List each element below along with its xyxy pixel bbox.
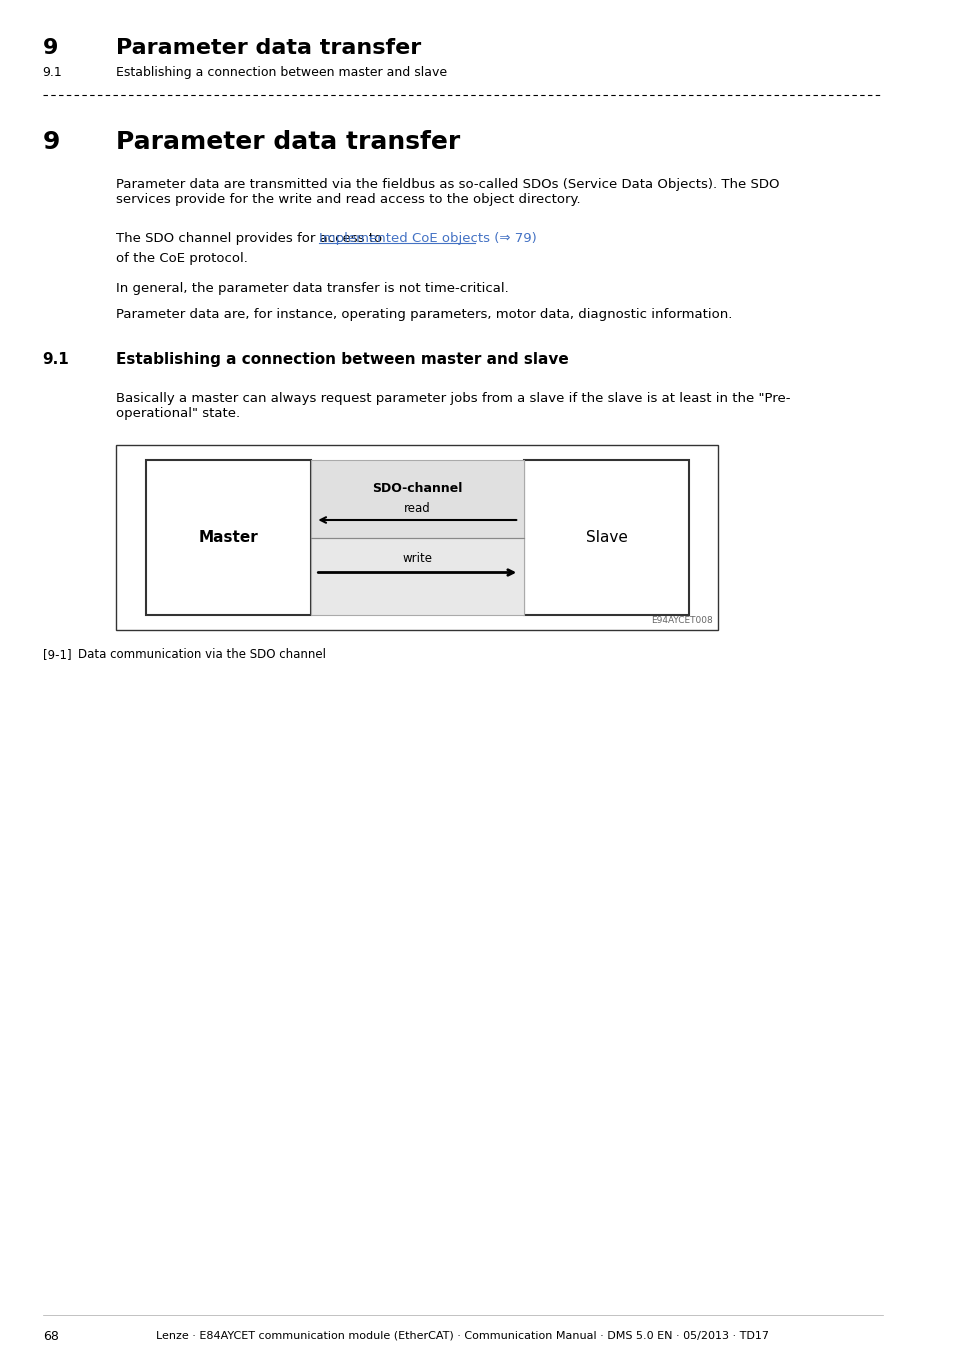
Text: SDO-channel: SDO-channel <box>372 482 462 495</box>
Text: Master: Master <box>198 531 257 545</box>
Text: Basically a master can always request parameter jobs from a slave if the slave i: Basically a master can always request pa… <box>116 392 790 420</box>
Text: Establishing a connection between master and slave: Establishing a connection between master… <box>116 66 447 80</box>
Text: of the CoE protocol.: of the CoE protocol. <box>116 252 248 265</box>
Text: Slave: Slave <box>585 531 627 545</box>
Text: [9-1]: [9-1] <box>43 648 71 662</box>
FancyBboxPatch shape <box>311 537 523 616</box>
Text: The SDO channel provides for access to: The SDO channel provides for access to <box>116 232 386 244</box>
Text: read: read <box>403 502 430 514</box>
FancyBboxPatch shape <box>146 460 311 616</box>
Text: 9.1: 9.1 <box>43 66 62 80</box>
Text: Parameter data transfer: Parameter data transfer <box>116 130 460 154</box>
Text: The SDO channel provides for access to Implemented CoE objects (⇒ 79): The SDO channel provides for access to I… <box>116 232 604 244</box>
Text: Establishing a connection between master and slave: Establishing a connection between master… <box>116 352 569 367</box>
Text: 9.1: 9.1 <box>43 352 70 367</box>
Text: 9: 9 <box>43 38 58 58</box>
Text: Parameter data transfer: Parameter data transfer <box>116 38 421 58</box>
Text: Implemented CoE objects (⇒ 79): Implemented CoE objects (⇒ 79) <box>318 232 537 244</box>
Text: In general, the parameter data transfer is not time-critical.: In general, the parameter data transfer … <box>116 282 509 296</box>
FancyBboxPatch shape <box>116 446 718 630</box>
Text: Data communication via the SDO channel: Data communication via the SDO channel <box>77 648 325 662</box>
Text: Parameter data are transmitted via the fieldbus as so-called SDOs (Service Data : Parameter data are transmitted via the f… <box>116 178 780 207</box>
Text: 68: 68 <box>43 1330 58 1343</box>
FancyBboxPatch shape <box>311 460 523 537</box>
Text: E94AYCET008: E94AYCET008 <box>651 616 713 625</box>
FancyBboxPatch shape <box>523 460 688 616</box>
Text: Parameter data are, for instance, operating parameters, motor data, diagnostic i: Parameter data are, for instance, operat… <box>116 308 732 321</box>
Text: write: write <box>402 552 432 566</box>
Text: Lenze · E84AYCET communication module (EtherCAT) · Communication Manual · DMS 5.: Lenze · E84AYCET communication module (E… <box>156 1330 769 1341</box>
Text: 9: 9 <box>43 130 60 154</box>
